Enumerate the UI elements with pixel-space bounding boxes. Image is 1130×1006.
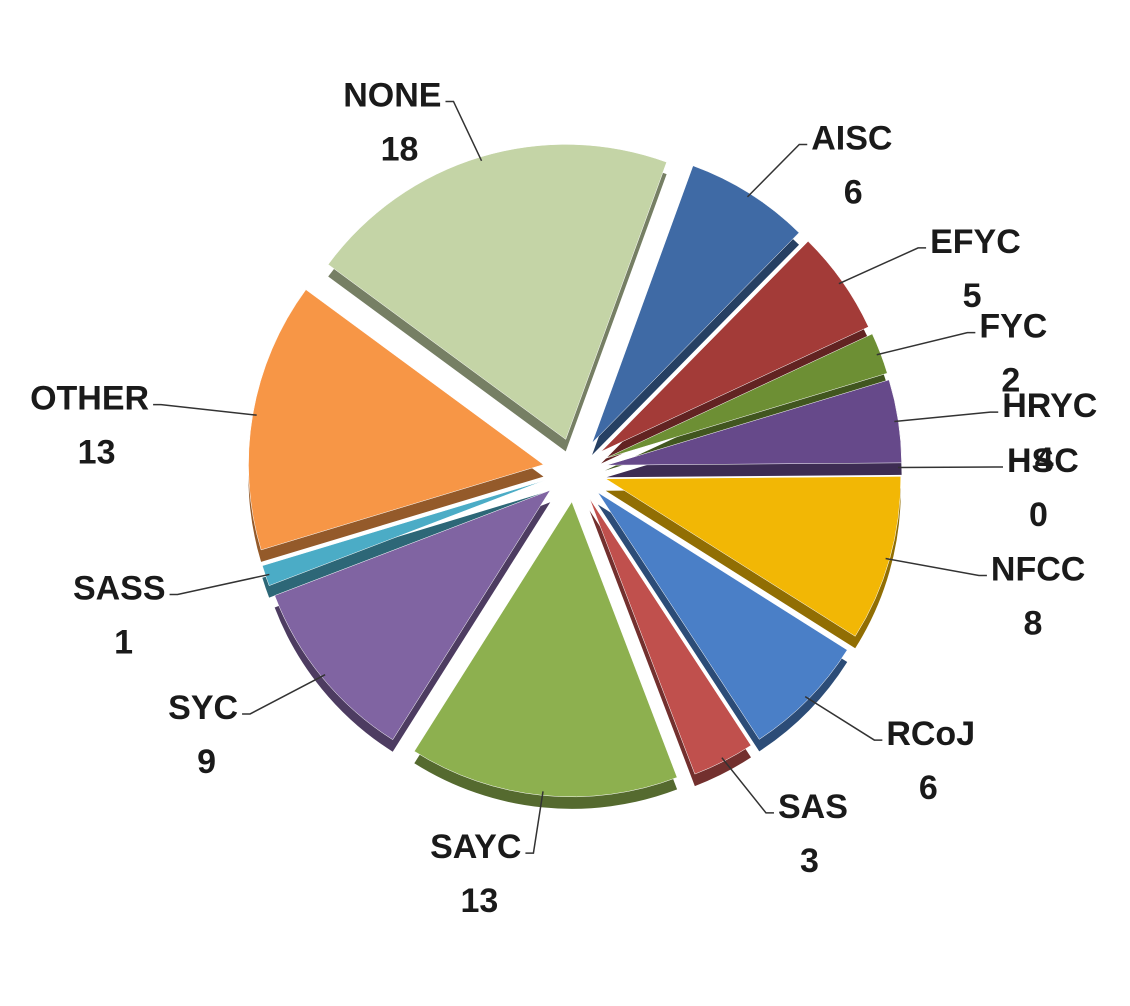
leader-line [747,144,807,196]
leader-line [886,559,987,576]
slice-label: HSC [1007,442,1079,480]
slice-label: AISC [811,119,892,157]
leader-line [170,574,270,594]
leader-line [877,333,976,355]
slice-label: SAS [778,788,848,826]
value-label: 6 [844,173,863,211]
slice-label: RCoJ [886,715,975,753]
slice-label: SYC [168,689,238,727]
leader-line [805,697,882,740]
value-label: 6 [919,769,938,807]
slice-label: SASS [73,569,166,607]
value-label: 8 [1023,605,1042,643]
slice-label: NONE [343,76,441,114]
leader-line [839,248,926,284]
value-label: 18 [381,130,419,168]
slice-label: HRYC [1002,387,1097,425]
slice-label: NFCC [991,551,1085,589]
slice-label: FYC [979,308,1047,346]
slice-label: OTHER [30,380,149,418]
value-label: 0 [1029,496,1048,534]
value-label: 3 [800,842,819,880]
value-label: 13 [461,882,499,920]
leader-line [445,101,481,160]
value-label: 1 [114,623,133,661]
leader-line [153,405,257,416]
leader-line [242,675,325,714]
value-label: 9 [197,743,216,781]
slice-label: EFYC [930,223,1021,261]
leader-line [894,412,998,421]
slice-label: SAYC [430,828,521,866]
value-label: 13 [78,434,116,472]
